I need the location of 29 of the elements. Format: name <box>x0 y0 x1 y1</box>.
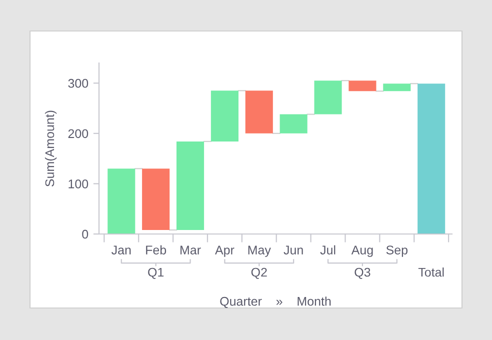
x-tick-label: Sep <box>386 246 408 257</box>
bar <box>418 84 446 234</box>
x-tick-label: Aug <box>351 246 373 257</box>
x-tick-label: Apr <box>215 246 234 257</box>
bar <box>210 90 238 142</box>
bar <box>176 141 204 230</box>
bar <box>348 80 376 92</box>
bar <box>142 168 170 230</box>
x-tick-label: Feb <box>146 245 166 254</box>
bar <box>314 80 342 114</box>
bar <box>245 90 273 134</box>
x-tick-label: Mar <box>180 246 201 254</box>
bar <box>280 114 308 134</box>
x-tick-label: Jul <box>320 245 336 254</box>
bar <box>383 84 411 92</box>
y-tick-label: 100 <box>68 180 88 188</box>
bar <box>108 168 136 234</box>
text: Total <box>418 268 444 277</box>
x-axis-title: Quarter » Month <box>220 296 331 308</box>
x-tick-label: May <box>248 246 271 257</box>
text: Q1 <box>148 268 164 279</box>
x-tick-label: Jan <box>112 246 131 254</box>
y-axis-title: Sum(Amount) <box>44 110 57 186</box>
y-tick-label: 300 <box>68 78 88 88</box>
y-tick-label: 200 <box>68 129 88 138</box>
x-tick-label: Jun <box>284 246 303 254</box>
y-tick-label: 0 <box>82 230 88 239</box>
text: Q3 <box>354 268 370 279</box>
text: Q2 <box>251 268 267 279</box>
